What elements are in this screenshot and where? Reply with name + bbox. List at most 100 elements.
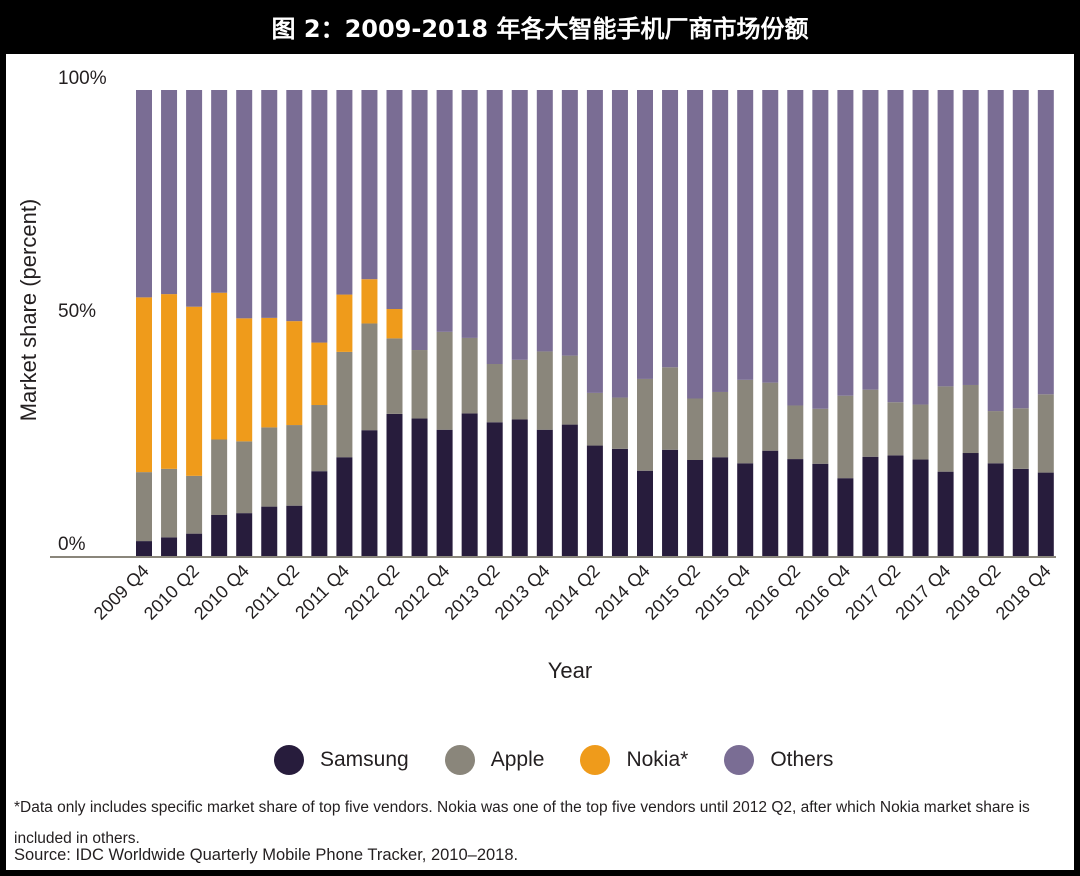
bar-others-2014-q3 [611, 90, 628, 398]
bar-others-2018-q3 [1012, 90, 1029, 409]
bar-apple-2012-q2 [386, 338, 403, 414]
bar-others-2016-q2 [787, 90, 804, 406]
bar-others-2013-q3 [511, 90, 528, 360]
bar-apple-2015-q3 [712, 391, 729, 458]
bar-apple-2018-q4 [1037, 394, 1054, 473]
bar-others-2015-q3 [712, 90, 729, 392]
bar-others-2017-q3 [912, 90, 929, 405]
legend-label-others: Others [770, 748, 834, 771]
bar-others-2016-q4 [837, 90, 854, 396]
bar-apple-2014-q2 [586, 392, 603, 446]
bar-nokia-2010-q4 [236, 318, 253, 442]
bar-others-2014-q2 [586, 90, 603, 393]
bar-samsung-2009-q4 [136, 541, 152, 556]
bar-samsung-2010-q4 [236, 513, 253, 556]
bar-others-2013-q1 [461, 90, 478, 338]
bar-others-2010-q4 [236, 90, 253, 319]
bar-others-2013-q4 [536, 90, 553, 352]
bar-apple-2013-q4 [536, 351, 553, 430]
bar-others-2016-q3 [812, 90, 829, 409]
bar-samsung-2013-q4 [536, 429, 553, 556]
source-note: Source: IDC Worldwide Quarterly Mobile P… [14, 846, 519, 864]
x-tick-label-2018-q4: 2018 Q4 [992, 561, 1055, 624]
bar-apple-2010-q2 [186, 475, 203, 534]
bar-apple-2017-q1 [862, 389, 879, 457]
legend-label-samsung: Samsung [320, 748, 409, 771]
bar-apple-2013-q1 [461, 337, 478, 414]
bar-samsung-2015-q4 [737, 463, 754, 556]
bar-apple-2016-q1 [762, 382, 779, 451]
legend-dot-others [724, 745, 755, 775]
bar-samsung-2016-q2 [787, 459, 804, 556]
bar-apple-2011-q4 [336, 351, 353, 458]
bar-apple-2018-q2 [987, 411, 1004, 464]
bar-others-2015-q1 [662, 90, 679, 368]
bar-nokia-2010-q3 [211, 292, 228, 440]
bar-samsung-2013-q2 [486, 422, 503, 556]
legend-label-apple: Apple [490, 748, 545, 771]
bar-others-2011-q3 [311, 90, 328, 343]
y-axis-title: Market share (percent) [16, 199, 41, 422]
bar-samsung-2013-q3 [511, 419, 528, 556]
bar-others-2017-q4 [937, 90, 954, 387]
bar-samsung-2017-q3 [912, 459, 929, 556]
figure-title: 图 2：2009-2018 年各大智能手机厂商市场份额 [271, 14, 809, 43]
bar-samsung-2018-q1 [962, 453, 979, 556]
bar-samsung-2011-q2 [286, 505, 303, 556]
y-tick-label-0: 0% [58, 534, 86, 555]
bar-others-2011-q2 [286, 90, 303, 322]
bar-apple-2014-q4 [637, 378, 653, 471]
bar-apple-2009-q4 [136, 472, 152, 542]
x-axis-title: Year [548, 658, 592, 683]
bar-others-2015-q4 [737, 90, 754, 380]
bar-others-2009-q4 [136, 90, 152, 298]
bar-apple-2016-q2 [787, 405, 804, 460]
bar-others-2010-q1 [161, 90, 178, 295]
bar-others-2012-q3 [411, 90, 428, 351]
bar-samsung-2018-q2 [987, 463, 1004, 556]
bar-apple-2016-q4 [837, 395, 854, 479]
legend-item-apple: Apple [444, 745, 545, 775]
bar-samsung-2017-q2 [887, 455, 904, 556]
bar-apple-2018-q1 [962, 384, 979, 454]
bar-apple-2016-q3 [812, 408, 829, 464]
bar-nokia-2011-q2 [286, 321, 303, 426]
bar-samsung-2012-q2 [386, 413, 403, 556]
bar-samsung-2014-q2 [586, 445, 603, 556]
x-tick-label-2010-q4: 2010 Q4 [190, 561, 253, 624]
bar-samsung-2012-q4 [436, 429, 453, 556]
bar-samsung-2014-q4 [637, 470, 653, 556]
bar-samsung-2014-q1 [561, 424, 578, 556]
bar-others-2011-q4 [336, 90, 353, 295]
bar-apple-2010-q1 [161, 468, 178, 538]
bar-others-2018-q2 [987, 90, 1004, 412]
bar-apple-2014-q1 [561, 355, 578, 425]
bar-apple-2011-q2 [286, 425, 303, 506]
bar-samsung-2018-q3 [1012, 468, 1029, 556]
y-tick-label-50: 50% [58, 301, 96, 322]
bar-apple-2010-q3 [211, 439, 228, 515]
bar-others-2014-q4 [637, 90, 653, 379]
bar-others-2011-q1 [261, 90, 278, 318]
bar-samsung-2014-q3 [611, 448, 628, 556]
bar-apple-2018-q3 [1012, 408, 1029, 469]
bar-others-2012-q1 [361, 90, 378, 280]
bar-others-2015-q2 [687, 90, 704, 399]
bar-samsung-2015-q2 [687, 460, 704, 556]
bar-others-2012-q4 [436, 90, 453, 332]
bar-others-2010-q3 [211, 90, 228, 293]
bar-samsung-2011-q4 [336, 457, 353, 556]
bar-others-2014-q1 [561, 90, 578, 356]
bar-others-2018-q4 [1037, 90, 1054, 395]
bar-nokia-2010-q2 [186, 306, 203, 476]
bar-samsung-2010-q3 [211, 514, 228, 556]
bar-others-2018-q1 [962, 90, 979, 385]
bar-apple-2015-q2 [687, 398, 704, 461]
bar-samsung-2016-q4 [837, 478, 854, 556]
x-tick-label-2011-q2: 2011 Q2 [241, 561, 303, 623]
chart-panel: 0% 50% 100% 2009 Q4 2010 Q2 2010 Q4 2011 Q2 201… [6, 54, 1074, 870]
legend-label-nokia: Nokia* [626, 748, 689, 771]
bar-nokia-2011-q4 [336, 294, 353, 352]
bar-apple-2017-q3 [912, 404, 929, 460]
